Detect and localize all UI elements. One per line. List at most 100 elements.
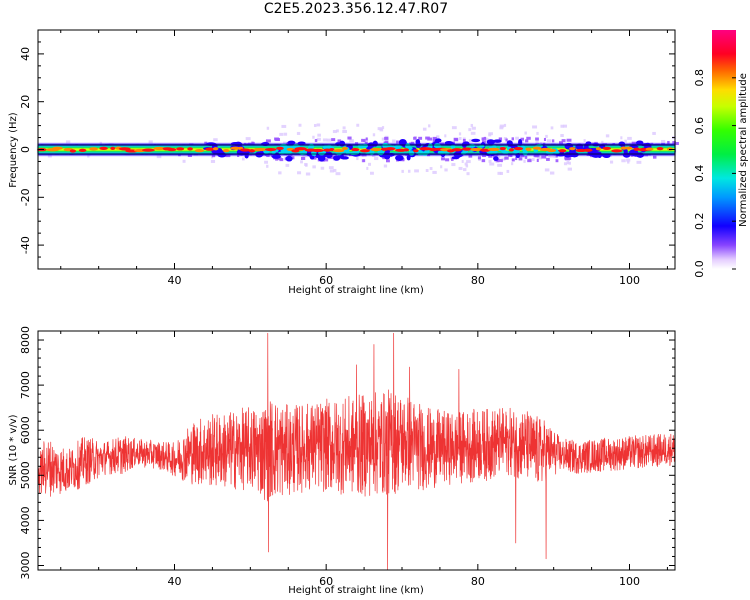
y-tick-label: 40: [19, 47, 32, 61]
heatmap-cell: [342, 126, 346, 130]
heatmap-cell: [335, 172, 341, 176]
heatmap-cell: [468, 128, 472, 132]
heatmap-cell: [402, 158, 405, 162]
heatmap-cell: [441, 157, 445, 161]
heatmap-cell: [401, 169, 404, 173]
heatmap-cell: [609, 160, 614, 164]
heatmap-cell: [566, 138, 572, 142]
heatmap-cell: [444, 140, 453, 145]
heatmap-cell: [433, 143, 441, 149]
heatmap-cell: [444, 168, 448, 172]
heatmap-cell: [525, 139, 529, 143]
heatmap-cell: [296, 131, 301, 135]
heatmap-cell: [394, 144, 402, 150]
heatmap-cell: [363, 139, 366, 143]
heatmap-cell: [601, 140, 604, 144]
heatmap-cell: [425, 136, 430, 140]
heatmap-cell: [366, 166, 369, 170]
heatmap-peak: [212, 147, 219, 151]
heatmap-cell: [266, 164, 269, 168]
heatmap-cell: [324, 158, 329, 162]
heatmap-cell: [468, 154, 473, 158]
heatmap-cell: [563, 162, 568, 166]
heatmap-cell: [536, 158, 539, 162]
heatmap-cell: [605, 134, 610, 138]
x-tick-label: 80: [471, 575, 485, 588]
heatmap-cell: [432, 170, 437, 174]
heatmap-cell: [264, 160, 269, 164]
heatmap-cell: [275, 138, 281, 142]
heatmap-cell: [504, 156, 509, 160]
heatmap-peak: [294, 147, 307, 151]
heatmap-cell: [636, 160, 642, 164]
heatmap-cell: [620, 136, 623, 140]
heatmap-cell: [484, 138, 490, 142]
x-tick-label: 80: [471, 274, 485, 287]
heatmap-cell: [322, 138, 328, 142]
heatmap-cell: [331, 138, 336, 142]
heatmap-cell: [414, 169, 419, 173]
heatmap-cell: [466, 172, 470, 176]
heatmap-peak: [583, 148, 593, 152]
heatmap-cell: [87, 154, 90, 158]
heatmap-cell: [156, 155, 162, 159]
heatmap-cell: [564, 157, 570, 161]
snr-y-label: SNR (10 * v/v): [8, 414, 19, 485]
heatmap-cell: [461, 159, 464, 163]
heatmap-peak: [595, 147, 602, 151]
y-tick-label: 6000: [19, 416, 32, 444]
heatmap-cell: [635, 140, 644, 146]
snr-frame: [37, 330, 676, 571]
heatmap-cell: [555, 159, 559, 163]
heatmap-cell: [526, 136, 531, 140]
heatmap-peak: [499, 146, 506, 151]
heatmap-peak: [167, 148, 177, 152]
heatmap-cell: [550, 126, 554, 130]
heatmap-cell: [488, 132, 493, 136]
heatmap-cell: [536, 131, 539, 135]
heatmap-cell: [413, 136, 417, 140]
snr-x-ticks: 40 60 80 100: [60, 331, 668, 588]
heatmap-cell: [493, 139, 502, 143]
heatmap-cell: [627, 136, 632, 140]
heatmap-cell: [464, 162, 468, 166]
heatmap-cell: [47, 154, 52, 158]
heatmap-peak: [666, 147, 673, 151]
heatmap-peak: [370, 147, 382, 152]
heatmap-cell: [356, 157, 359, 161]
x-tick-label: 40: [168, 274, 182, 287]
heatmap-cell: [564, 156, 567, 160]
heatmap-cell: [497, 171, 502, 175]
x-tick-label: 100: [619, 274, 640, 287]
heatmap-peak: [52, 146, 63, 150]
heatmap-cell: [436, 135, 440, 139]
snr-series-line: [37, 332, 676, 571]
heatmap-cell: [313, 124, 317, 128]
heatmap-cell: [329, 169, 335, 173]
heatmap-peak: [470, 147, 483, 152]
heatmap-cell: [497, 155, 501, 159]
heatmap-cell: [383, 164, 388, 168]
heatmap-cell: [563, 124, 568, 128]
heatmap-cell: [520, 154, 525, 158]
heatmap-cell: [466, 160, 471, 164]
heatmap-cell: [560, 134, 564, 138]
heatmap-cell: [99, 141, 103, 145]
snr-y-ticks: 3000 4000 5000 6000 7000 8000: [19, 326, 675, 579]
heatmap-peak: [264, 147, 277, 152]
heatmap-cell: [471, 126, 476, 130]
heatmap-cell: [482, 154, 486, 158]
heatmap-cell: [425, 168, 429, 172]
heatmap-cell: [471, 138, 481, 143]
heatmap-cell: [660, 139, 666, 143]
heatmap-cell: [297, 171, 302, 175]
heatmap-cell: [541, 155, 547, 159]
heatmap-cell: [368, 162, 372, 166]
heatmap-cell: [65, 140, 71, 144]
heatmap-cell: [422, 127, 427, 131]
heatmap-cell: [300, 160, 303, 164]
heatmap-cell: [488, 154, 493, 158]
heatmap-peak: [69, 149, 77, 153]
heatmap-peak: [513, 147, 524, 151]
heatmap-cell: [347, 136, 352, 140]
